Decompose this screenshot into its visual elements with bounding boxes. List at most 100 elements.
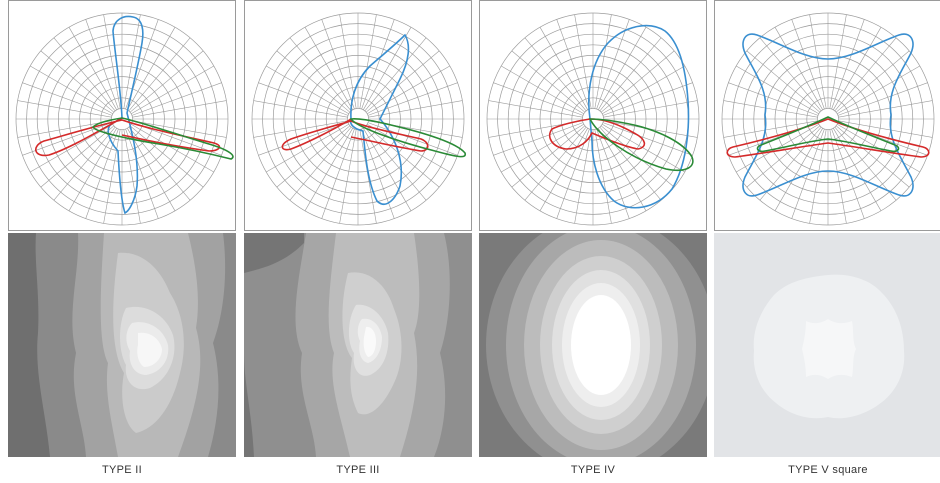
polar-grid-spoke xyxy=(598,27,647,110)
polar-grid-spoke xyxy=(53,126,116,201)
panel-type-iii: TYPE III xyxy=(244,0,472,483)
polar-grid-spoke xyxy=(123,129,141,224)
polar-grid-spoke xyxy=(838,100,933,118)
polar-grid-spoke xyxy=(728,82,819,116)
isolux-contour-map-type-iii xyxy=(244,233,472,457)
panel-caption: TYPE III xyxy=(336,464,380,476)
polar-grid-spoke xyxy=(359,129,377,224)
polar-distribution-type-v xyxy=(714,0,940,231)
polar-grid-spoke xyxy=(131,65,214,114)
red-distribution-curve xyxy=(281,118,429,152)
polar-grid-spoke xyxy=(131,82,222,116)
polar-grid-spoke xyxy=(594,129,612,224)
blue-distribution-curve xyxy=(349,33,410,205)
blue-distribution-curve xyxy=(742,33,914,197)
polar-grid-spoke xyxy=(361,128,395,219)
polar-grid-spoke xyxy=(834,126,897,201)
polar-grid-spoke xyxy=(835,50,910,113)
polar-grid-spoke xyxy=(253,100,348,118)
polar-grid-spoke xyxy=(759,126,822,201)
polar-grid-spoke xyxy=(364,126,427,201)
isolux-svg-type-ii xyxy=(8,233,236,457)
polar-grid-spoke xyxy=(289,37,352,112)
polar-grid-spoke xyxy=(809,14,827,109)
polar-grid-spoke xyxy=(598,128,647,211)
polar-grid xyxy=(251,12,465,226)
panel-type-iv: TYPE IV xyxy=(479,0,707,483)
polar-grid-spoke xyxy=(129,50,204,113)
polar-grid-spoke xyxy=(600,125,675,188)
polar-grid-spoke xyxy=(746,125,821,188)
contour-level-8 xyxy=(363,326,376,357)
polar-grid-spoke xyxy=(524,126,587,201)
polar-grid-spoke xyxy=(746,50,821,113)
polar-chart-type-iii xyxy=(251,12,466,226)
polar-grid-spoke xyxy=(829,129,847,224)
polar-grid-spoke xyxy=(602,122,693,156)
polar-grid-spoke xyxy=(599,126,662,201)
polar-grid-spoke xyxy=(123,14,141,109)
polar-grid-spoke xyxy=(321,128,355,219)
polar-grid-spoke xyxy=(838,120,933,138)
polar-grid-spoke xyxy=(253,120,348,138)
polar-grid-spoke xyxy=(603,100,698,118)
red-distribution-curve xyxy=(548,118,646,150)
polar-grid-spoke xyxy=(17,120,112,138)
polar-grid-spoke xyxy=(539,128,588,211)
blue-distribution-curve xyxy=(107,15,144,215)
polar-grid-spoke xyxy=(829,14,847,109)
polar-grid xyxy=(486,12,700,226)
polar-grid-spoke xyxy=(723,120,818,138)
polar-grid-spoke xyxy=(304,27,353,110)
isolux-svg-type-iii xyxy=(244,233,472,457)
polar-grid-spoke xyxy=(304,128,353,211)
blue-distribution-curve xyxy=(588,24,690,209)
polar-distribution-type-ii xyxy=(8,0,236,231)
polar-grid-spoke xyxy=(365,125,440,188)
polar-grid-spoke xyxy=(22,122,113,156)
contour-level-8 xyxy=(137,332,162,367)
polar-grid-spoke xyxy=(127,27,176,110)
polar-grid-spoke xyxy=(68,27,117,110)
polar-grid-spoke xyxy=(22,82,113,116)
polar-grid-spoke xyxy=(599,37,662,112)
polar-grid-spoke xyxy=(131,124,214,173)
isolux-contour-map-type-v xyxy=(714,233,940,457)
green-distribution-curve xyxy=(92,117,234,160)
polar-chart-type-iv xyxy=(486,12,700,226)
polar-grid-spoke xyxy=(833,128,882,211)
polar-grid-spoke xyxy=(367,122,458,156)
polar-grid-spoke xyxy=(837,65,920,114)
green-distribution-curve xyxy=(588,118,694,172)
polar-grid-spoke xyxy=(53,37,116,112)
polar-grid xyxy=(721,12,935,226)
polar-grid-spoke xyxy=(129,125,204,188)
polar-grid-spoke xyxy=(759,37,822,112)
polar-grid-spoke xyxy=(367,82,458,116)
polar-grid-spoke xyxy=(809,129,827,224)
isolux-svg-type-v xyxy=(714,233,940,457)
polar-grid-spoke xyxy=(361,19,395,110)
panel-caption: TYPE IV xyxy=(570,464,616,476)
polar-grid-spoke xyxy=(837,82,928,116)
polar-grid-spoke xyxy=(127,128,176,211)
polar-chart-type-ii xyxy=(15,12,234,226)
polar-grid-spoke xyxy=(103,129,121,224)
red-distribution-curve xyxy=(726,118,930,158)
green-distribution-curve xyxy=(349,118,466,158)
polar-grid xyxy=(15,12,229,226)
polar-grid-spoke xyxy=(368,100,463,118)
polar-grid-spoke xyxy=(835,125,910,188)
polar-grid-spoke xyxy=(365,50,440,113)
polar-grid-spoke xyxy=(132,120,227,138)
polar-grid-spoke xyxy=(359,14,377,109)
polar-grid-spoke xyxy=(367,65,450,114)
polar-grid-spoke xyxy=(596,128,630,219)
polar-grid-spoke xyxy=(511,125,586,188)
polar-grid-spoke xyxy=(30,124,113,173)
polar-grid-spoke xyxy=(128,37,191,112)
polar-grid-spoke xyxy=(501,65,584,114)
panel-type-ii: TYPE II xyxy=(8,0,236,483)
polar-distribution-type-iii xyxy=(244,0,472,231)
polar-chart-type-v xyxy=(721,12,935,226)
